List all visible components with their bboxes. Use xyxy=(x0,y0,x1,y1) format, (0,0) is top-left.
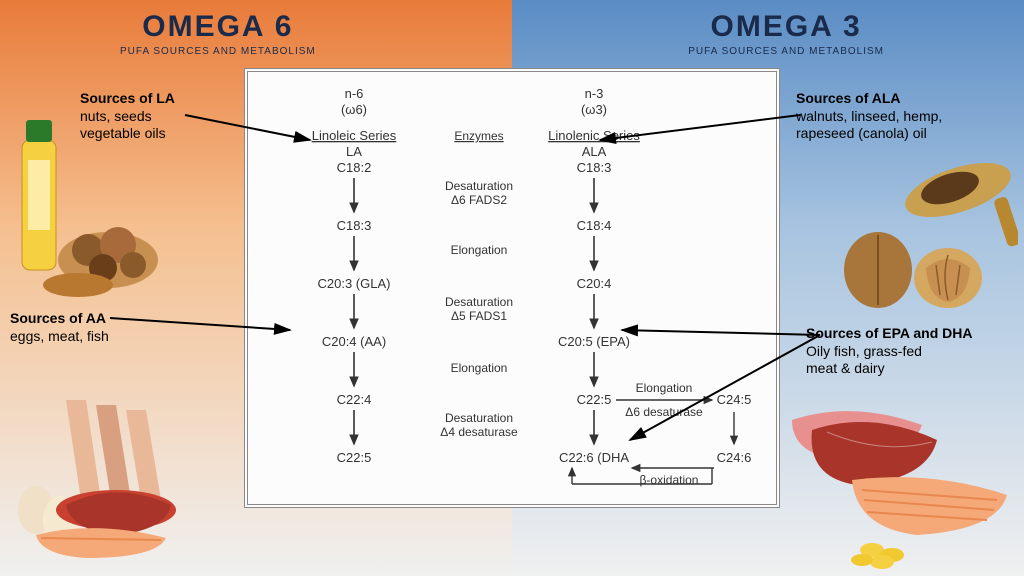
pointer-arrows xyxy=(0,0,1024,576)
